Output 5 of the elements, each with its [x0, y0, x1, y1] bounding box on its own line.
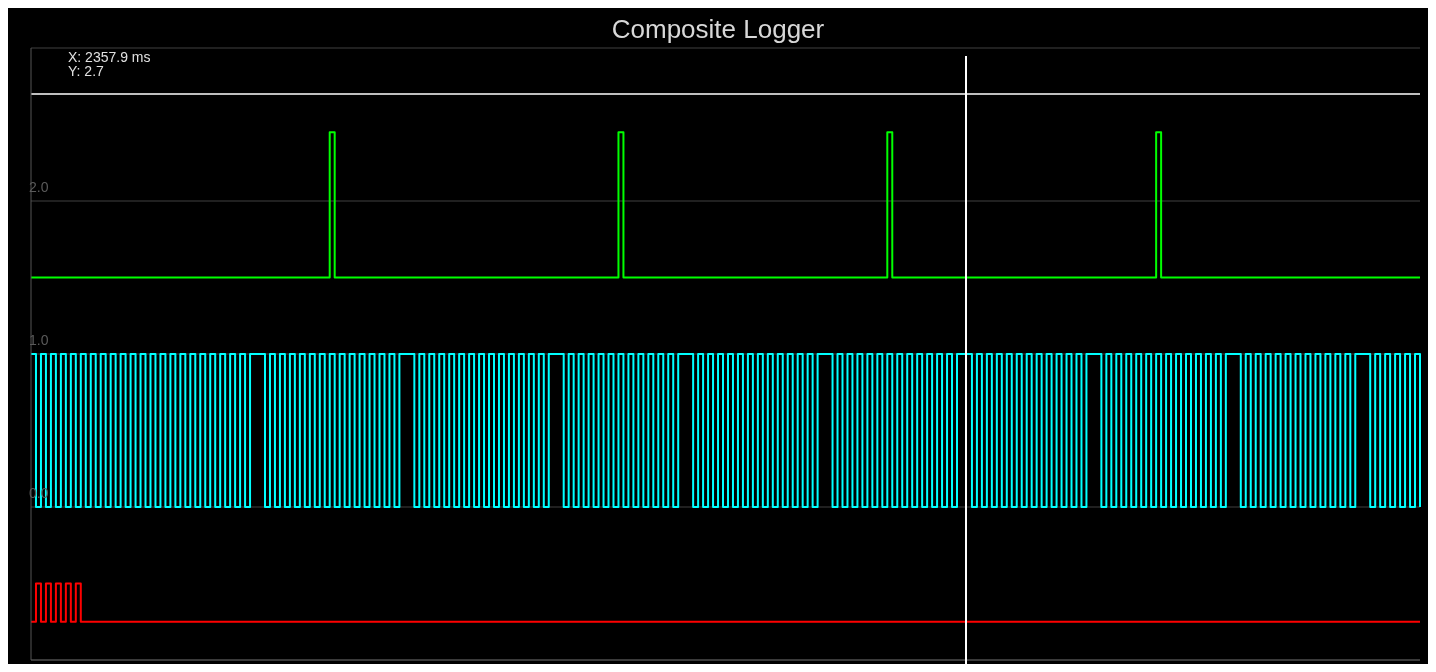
annotation: Y: 2.7 [68, 63, 104, 79]
y-tick-label: 1.0 [29, 332, 49, 348]
annotation: X: 2357.9 ms [68, 49, 151, 65]
y-tick-label: 2.0 [29, 179, 49, 195]
chart-title: Composite Logger [610, 14, 826, 45]
